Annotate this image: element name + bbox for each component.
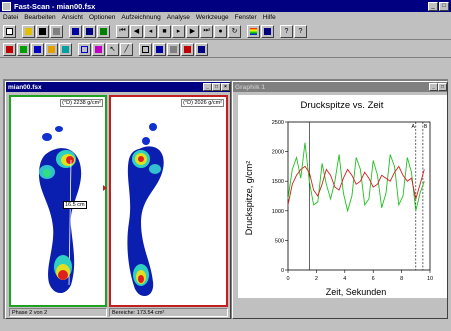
next-frame-icon[interactable]: ▸ [172,24,185,38]
report-icon[interactable] [181,42,194,56]
center-force-icon[interactable] [59,42,72,56]
y-tick-label: 2000 [272,150,284,156]
scan-maximize-button[interactable]: □ [212,83,221,91]
new-file-icon[interactable] [3,24,16,38]
scan-window-title: mian00.fsx [8,83,42,91]
menu-ansicht[interactable]: Ansicht [61,13,83,21]
settings-icon[interactable] [195,42,208,56]
main-toolbar: ⏮ ◀ ◂ ■ ▸ ▶ ⏭ ● ↻ ? ? [0,23,451,40]
graph-window-titlebar[interactable]: Graphik 1 _ □ [233,82,447,92]
stop-icon[interactable]: ■ [158,24,171,38]
menu-datei[interactable]: Datei [3,13,19,21]
region-icon[interactable] [92,42,105,56]
last-frame-icon[interactable]: ⏭ [200,24,213,38]
left-foot-panel[interactable]: (°D) 2238 g/cm² 16.5 cm [9,95,107,307]
left-peak-readout: (°D) 2238 g/cm² [60,99,103,107]
save-icon[interactable] [36,24,49,38]
right-foot-pressure-map [127,123,164,297]
pressure-chart: Druckspitze vs. Zeit Druckspitze, g/cm² … [244,100,433,297]
peak-icon[interactable] [45,42,58,56]
chart-title: Druckspitze vs. Zeit [301,100,384,111]
split-marker-icon[interactable] [103,185,107,191]
menu-optionen[interactable]: Optionen [88,13,116,21]
right-peak-readout: (°D) 2026 g/cm² [181,99,224,107]
status-area: Bereiche: 173.54 cm² [109,308,228,317]
x-axis-label: Zeit, Sekunden [326,287,387,297]
y-tick-label: 500 [275,238,284,244]
prev-frame-icon[interactable]: ◂ [144,24,157,38]
scan-close-button[interactable]: × [221,83,230,91]
graph-area[interactable]: Druckspitze vs. Zeit Druckspitze, g/cm² … [238,95,447,298]
y-tick-label: 1000 [272,209,284,215]
paste-icon[interactable] [97,24,110,38]
pointer-icon[interactable]: ↖ [106,42,119,56]
series-line-0 [287,142,425,213]
menu-werkzeuge[interactable]: Werkzeuge [195,13,229,21]
marker-a-label: A [411,124,415,130]
graph-maximize-button[interactable]: □ [438,83,447,91]
app-icon [2,1,11,11]
line-icon[interactable]: ╱ [120,42,133,56]
record-icon[interactable]: ● [214,24,227,38]
y-axis-label: Druckspitze, g/cm² [244,161,254,236]
table-icon[interactable] [139,42,152,56]
menu-aufzeichnung[interactable]: Aufzeichnung [121,13,161,21]
play-icon[interactable]: ▶ [186,24,199,38]
marker-b-label: B [424,124,428,130]
open-file-icon[interactable] [22,24,35,38]
scan-window-titlebar[interactable]: mian00.fsx _ □ × [6,82,230,92]
maximize-button[interactable]: □ [439,1,449,11]
app-titlebar: Fast-Scan - mian00.fsx _ □ [0,0,451,12]
menu-bearbeiten[interactable]: Bearbeiten [24,13,56,21]
view-toolbar: ↖ ╱ [0,41,451,58]
prev-fast-icon[interactable]: ◀ [130,24,143,38]
graph-window-title: Graphik 1 [235,83,265,91]
first-frame-icon[interactable]: ⏮ [116,24,129,38]
right-foot-panel[interactable]: (°D) 2026 g/cm² [109,95,228,307]
menu-bar: Datei Bearbeiten Ansicht Optionen Aufzei… [0,12,451,22]
app-title: Fast-Scan - mian00.fsx [14,1,96,11]
x-tick-label: 2 [315,276,318,282]
graph-minimize-button[interactable]: _ [429,83,438,91]
copy-icon[interactable] [69,24,82,38]
minimize-button[interactable]: _ [428,1,438,11]
scan-minimize-button[interactable]: _ [203,83,212,91]
tile-icon[interactable] [167,42,180,56]
menu-analyse[interactable]: Analyse [166,13,190,21]
menu-hilfe[interactable]: Hilfe [262,13,276,21]
view-3d-icon[interactable] [17,42,30,56]
x-tick-label: 8 [400,276,403,282]
x-tick-label: 6 [372,276,375,282]
tools-icon[interactable]: ? [280,24,293,38]
menu-fenster[interactable]: Fenster [234,13,257,21]
contour-icon[interactable] [31,42,44,56]
graph-icon[interactable] [153,42,166,56]
y-tick-label: 0 [281,268,284,274]
graph-window[interactable]: Graphik 1 _ □ Druckspitze vs. Zeit Druck… [232,81,448,319]
view-2d-icon[interactable] [3,42,16,56]
region-box-icon[interactable] [78,42,91,56]
bar-chart-icon[interactable] [261,24,274,38]
x-tick-label: 10 [427,276,433,282]
y-tick-label: 2500 [272,120,284,126]
x-tick-label: 4 [343,276,346,282]
help-icon[interactable]: ? [294,24,307,38]
x-tick-label: 0 [286,276,289,282]
status-phase: Phase 2 von 2 [9,308,107,317]
left-foot-pressure-map [39,126,82,294]
loop-icon[interactable]: ↻ [228,24,241,38]
distance-label: 16.5 cm [63,201,87,209]
print-icon[interactable] [50,24,63,38]
cut-icon[interactable] [83,24,96,38]
y-tick-label: 1500 [272,179,284,185]
color-scale-icon[interactable] [247,24,260,38]
series-line-1 [287,165,425,205]
